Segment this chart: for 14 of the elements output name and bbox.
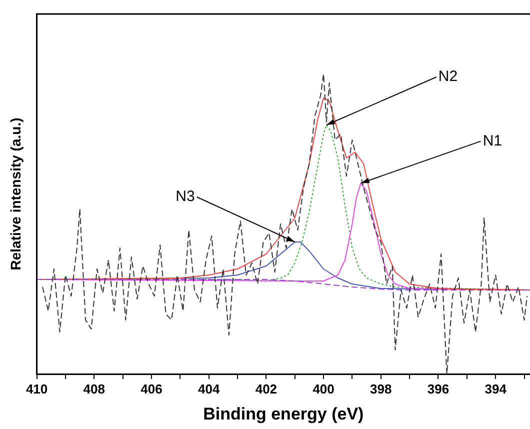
x-tick-label: 410	[26, 381, 48, 396]
text: N2	[438, 68, 458, 86]
x-tick-label: 394	[484, 381, 508, 396]
x-tick-label: 404	[198, 381, 220, 396]
x-tick-label: 408	[83, 381, 105, 396]
text: N1	[482, 132, 502, 150]
x-tick-label: 400	[312, 381, 334, 396]
x-tick-label: 398	[370, 381, 392, 396]
x-axis-title: Binding energy (eV)	[203, 404, 364, 424]
x-tick-label: 402	[255, 381, 278, 396]
y-axis-title: Relative intensity (a.u.)	[7, 118, 24, 270]
x-tick-label: 406	[140, 381, 162, 396]
text: N3	[176, 188, 195, 206]
x-tick-label: 396	[427, 381, 450, 396]
